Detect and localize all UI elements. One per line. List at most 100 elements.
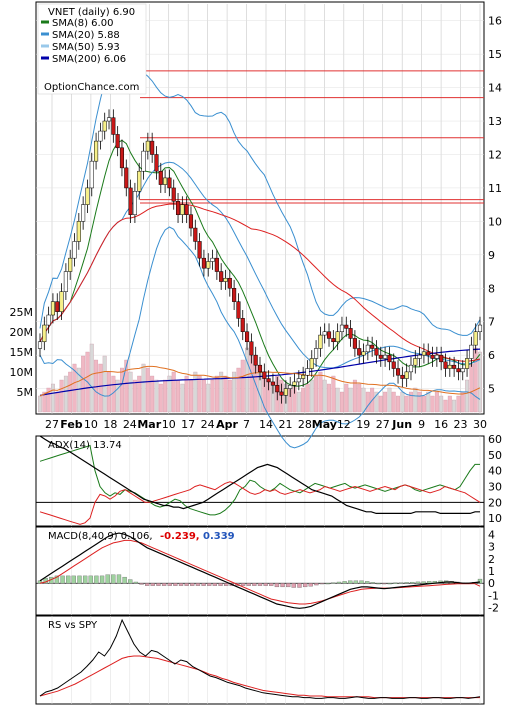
- x-tick-label: 9: [418, 418, 425, 431]
- candle-body: [55, 301, 60, 312]
- volume-tick-label: 15M: [10, 346, 34, 359]
- candle-body: [348, 328, 353, 339]
- candle-body: [63, 271, 68, 292]
- minus-di-line: [39, 481, 481, 525]
- volume-bar: [98, 363, 103, 413]
- candle-body: [270, 381, 275, 386]
- macd-histogram-bar: [387, 583, 392, 585]
- macd-histogram-bar: [66, 575, 71, 584]
- candle-body: [167, 177, 172, 189]
- volume-bar: [38, 395, 42, 413]
- candle-body: [288, 384, 293, 389]
- macd-label: MACD(8,40,9) 0.106,: [48, 531, 153, 542]
- volume-bar: [478, 351, 482, 413]
- macd-histogram-bar: [353, 580, 359, 584]
- x-tick-label: 27: [45, 418, 59, 431]
- moving-average-lines: [39, 54, 481, 449]
- volume-bar: [141, 363, 146, 413]
- y-tick-label: 6: [488, 349, 495, 362]
- candle-body: [68, 257, 73, 272]
- macd-histogram-bar: [167, 583, 172, 586]
- macd-histogram-bar: [302, 583, 308, 588]
- macd-histogram-bar: [421, 581, 426, 584]
- x-tick-label: 16: [434, 418, 448, 431]
- macd-histogram-bar: [348, 580, 353, 584]
- macd-histogram-bar: [139, 583, 144, 585]
- macd-histogram-bar: [178, 583, 184, 586]
- macd-histogram-bar: [342, 581, 347, 584]
- x-tick-label: 23: [454, 418, 468, 431]
- macd-tick-label: 1: [488, 565, 495, 578]
- macd-histogram-bar: [404, 582, 409, 584]
- macd-histogram-bar: [331, 582, 336, 584]
- volume-bar: [94, 359, 99, 413]
- volume-bar: [42, 391, 47, 413]
- volume-bar: [447, 395, 452, 413]
- x-tick-label: 18: [103, 418, 117, 431]
- macd-histogram-bar: [280, 583, 285, 588]
- macd-tick-label: -2: [488, 602, 499, 615]
- macd-histogram-bar: [359, 580, 364, 584]
- volume-bar: [68, 371, 73, 413]
- legend-box: [37, 3, 147, 95]
- candle-body: [132, 191, 137, 215]
- candle-body: [42, 324, 47, 343]
- macd-histogram-bar: [314, 583, 319, 586]
- volume-bar: [391, 391, 396, 413]
- candle-body: [378, 354, 383, 359]
- y-tick-label: 9: [488, 249, 495, 262]
- candle-body: [180, 204, 185, 215]
- candle-body: [163, 177, 168, 185]
- volume-bar: [439, 395, 444, 413]
- macd-histogram-bar: [297, 583, 302, 588]
- y-tick-label: 15: [488, 48, 502, 61]
- candle-body: [89, 160, 94, 189]
- macd-histogram-bar: [218, 583, 223, 586]
- candle-body: [413, 358, 418, 366]
- volume-tick-label: 10M: [10, 366, 34, 379]
- macd-histogram-bar: [145, 583, 150, 586]
- volume-bar: [219, 371, 224, 413]
- volume-bar: [305, 383, 310, 413]
- macd-histogram-bar: [257, 583, 263, 586]
- macd-histogram-bar: [156, 583, 161, 586]
- adx-panel-frame: [35, 435, 485, 527]
- candle-body: [59, 291, 64, 312]
- candle-body: [421, 351, 426, 356]
- volume-bar: [171, 371, 176, 413]
- volume-bar: [335, 387, 340, 413]
- candle-body: [322, 331, 327, 336]
- volume-bar: [124, 359, 129, 413]
- macd-histogram-bar: [410, 581, 415, 584]
- macd-histogram-bar: [201, 583, 206, 586]
- candle-body: [417, 354, 422, 359]
- macd-histogram-bar: [184, 583, 189, 586]
- candle-body: [383, 354, 388, 359]
- x-tick-label: 28: [298, 418, 312, 431]
- macd-histogram-bar: [291, 583, 296, 588]
- volume-bar: [361, 387, 366, 413]
- volume-bar: [365, 391, 370, 413]
- candle-body: [430, 354, 435, 359]
- macd-histogram-bar: [252, 583, 257, 586]
- candle-body: [443, 361, 448, 369]
- macd-tick-label: 3: [488, 541, 495, 554]
- candle-body: [46, 314, 51, 326]
- volume-bar: [89, 343, 94, 413]
- macd-histogram-bar: [246, 583, 251, 586]
- macd-histogram-bar: [71, 575, 76, 584]
- candle-body: [331, 338, 336, 343]
- candle-body: [223, 277, 228, 282]
- volume-bar: [383, 391, 388, 413]
- x-tick-label: Feb: [60, 418, 83, 431]
- adx-tick-label: 60: [488, 433, 502, 446]
- ticker-label: VNET (daily) 6.90: [48, 7, 135, 18]
- macd-tick-label: 0: [488, 577, 495, 590]
- volume-bar: [348, 387, 353, 413]
- macd-histogram-bar: [415, 581, 421, 584]
- candle-body: [452, 364, 457, 369]
- macd-histogram-bar: [111, 574, 116, 584]
- macd-histogram-bar: [370, 582, 375, 584]
